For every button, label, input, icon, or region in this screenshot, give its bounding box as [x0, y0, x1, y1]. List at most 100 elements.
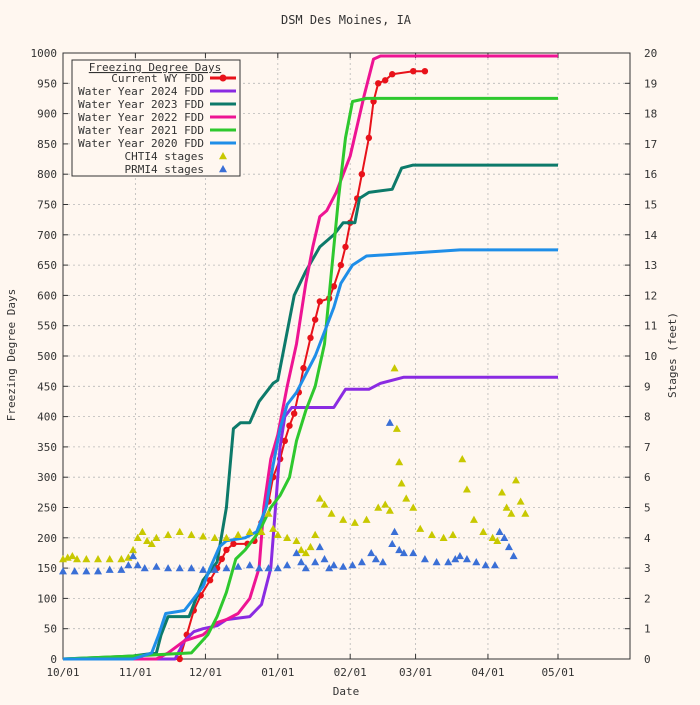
y-tick-label: 600 [37, 289, 57, 302]
data-point [385, 506, 394, 514]
data-point [455, 551, 464, 560]
data-point [105, 555, 114, 563]
data-point [273, 530, 282, 538]
data-point [218, 555, 225, 563]
data-point [223, 546, 230, 554]
legend-swatch-marker [219, 74, 227, 82]
y2-tick-label: 12 [644, 289, 657, 302]
data-point [230, 540, 237, 548]
data-point [301, 548, 310, 557]
data-point [325, 564, 334, 572]
data-point [206, 577, 214, 584]
data-point [273, 564, 282, 572]
data-point [176, 655, 183, 663]
y2-tick-label: 3 [644, 562, 651, 575]
data-point [306, 542, 315, 551]
data-point [315, 494, 324, 502]
data-point [409, 548, 418, 557]
data-point [264, 564, 273, 572]
data-point [105, 565, 114, 573]
series-line [63, 375, 558, 661]
y-tick-label: 150 [37, 562, 57, 575]
data-point [444, 558, 453, 566]
y-tick-label: 550 [37, 320, 57, 333]
data-point [315, 542, 324, 551]
y2-tick-label: 1 [644, 623, 651, 636]
data-point [94, 567, 103, 575]
y-tick-label: 950 [37, 77, 57, 90]
data-point [337, 261, 345, 269]
axes: 0501001502002503003504004505005506006507… [31, 47, 658, 679]
data-point [143, 536, 152, 545]
data-point [451, 555, 460, 563]
series-water-year-2022-fdd [63, 54, 558, 661]
data-point [365, 134, 373, 142]
data-point [395, 458, 404, 466]
data-point [73, 555, 82, 563]
data-point [462, 485, 471, 493]
legend-label: Water Year 2023 FDD [78, 98, 204, 111]
series-water-year-2024-fdd [63, 375, 558, 661]
data-point [495, 527, 504, 535]
data-point [124, 561, 133, 569]
data-point [390, 364, 399, 372]
legend-label: PRMI4 stages [125, 163, 204, 176]
y2-tick-label: 13 [644, 259, 657, 272]
y2-tick-label: 10 [644, 350, 657, 363]
series-prmi4-stages [59, 418, 518, 575]
x-tick-label: 11/01 [119, 666, 152, 679]
data-point [402, 494, 411, 502]
legend-label: Water Year 2020 FDD [78, 137, 204, 150]
data-point [320, 500, 329, 508]
data-point [300, 364, 307, 372]
data-point [320, 555, 329, 563]
data-point [358, 171, 366, 178]
data-point [175, 527, 184, 535]
data-point [521, 509, 530, 517]
data-point [290, 410, 298, 417]
data-point [152, 533, 161, 541]
data-point [286, 422, 293, 429]
data-point [129, 551, 138, 560]
y-tick-label: 450 [37, 380, 57, 393]
y2-tick-label: 9 [644, 380, 651, 393]
data-point [367, 548, 376, 557]
data-point [152, 562, 161, 570]
chart-title: DSM Des Moines, IA [281, 13, 412, 27]
y2-tick-label: 6 [644, 471, 651, 484]
data-point [133, 533, 142, 541]
data-point [504, 542, 513, 551]
data-point [462, 555, 471, 563]
legend-swatch [219, 165, 227, 173]
y2-tick-label: 11 [644, 320, 657, 333]
data-point [390, 527, 399, 535]
series-layer [59, 54, 558, 663]
x-tick-label: 10/01 [46, 666, 79, 679]
data-point [507, 509, 516, 517]
series-line [63, 248, 558, 661]
data-point [255, 564, 264, 572]
data-point [301, 564, 310, 572]
data-point [292, 548, 301, 557]
x-tick-label: 04/01 [471, 666, 504, 679]
data-point [297, 545, 306, 554]
y2-tick-label: 4 [644, 532, 651, 545]
y2-tick-label: 5 [644, 502, 651, 515]
y-tick-label: 1000 [31, 47, 58, 60]
data-point [329, 561, 338, 569]
legend-label: Water Year 2021 FDD [78, 124, 204, 137]
data-point [493, 536, 502, 545]
y-tick-label: 250 [37, 502, 57, 515]
data-point [175, 564, 184, 572]
x-tick-label: 05/01 [541, 666, 574, 679]
y2-axis-label: Stages (feet) [666, 312, 679, 398]
data-point [264, 509, 273, 517]
data-point [82, 567, 91, 575]
data-point [490, 561, 499, 569]
data-point [481, 561, 490, 569]
data-point [392, 424, 401, 432]
data-point [68, 551, 77, 560]
series-line [62, 163, 558, 661]
data-point [388, 539, 397, 548]
